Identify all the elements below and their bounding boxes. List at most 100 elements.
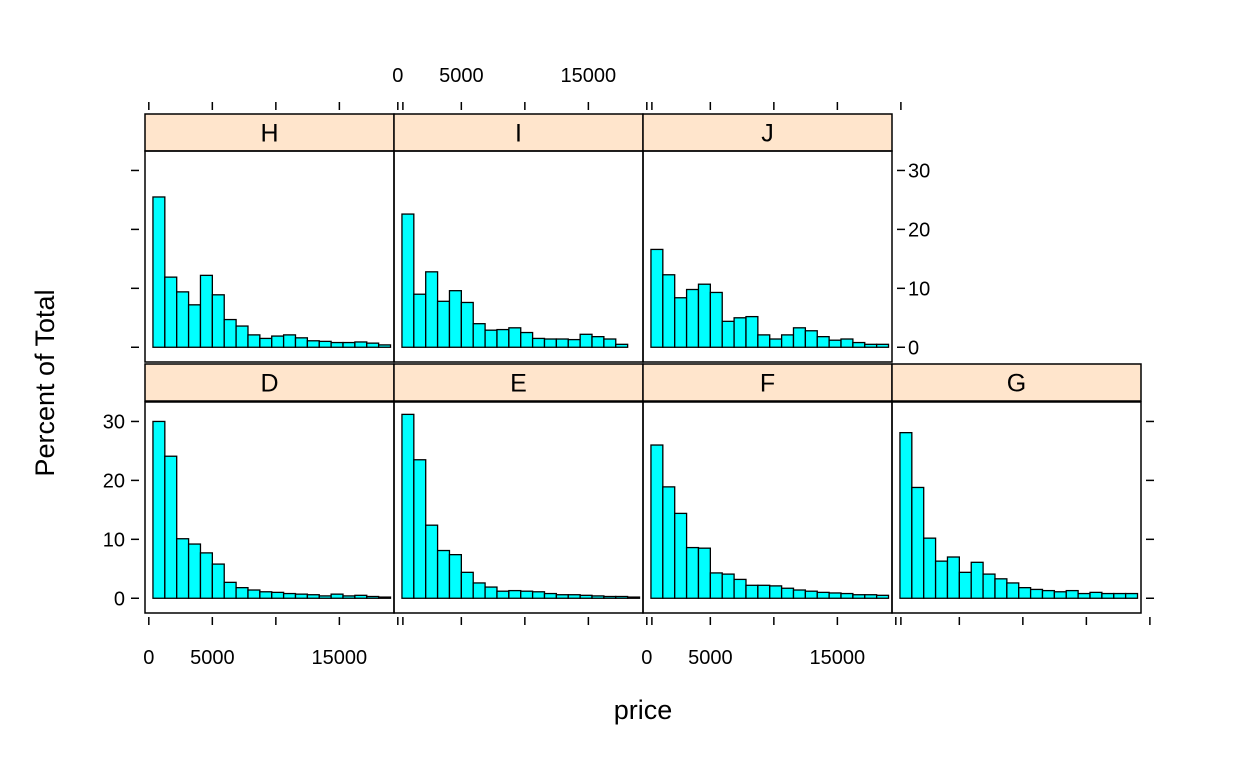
bar [816, 336, 830, 348]
bar [780, 334, 795, 348]
bar [994, 578, 1008, 599]
bar [401, 413, 415, 599]
bar [697, 283, 711, 348]
bar [271, 335, 285, 348]
bar [377, 344, 392, 348]
bar [318, 340, 332, 348]
bar [330, 593, 344, 599]
bar [496, 590, 510, 599]
x-tick-label: 15000 [561, 65, 617, 87]
panel-h: H [144, 113, 395, 363]
bar [472, 323, 486, 348]
bar [603, 595, 617, 599]
bar [662, 486, 676, 599]
bar [650, 444, 664, 599]
bar [864, 594, 878, 599]
bar [745, 315, 759, 348]
panel-e: E [393, 363, 644, 614]
bar [591, 595, 605, 599]
strip-label-g: G [1007, 370, 1026, 398]
bar [484, 329, 498, 348]
bar [306, 594, 320, 599]
bar [958, 571, 972, 599]
bar [555, 594, 569, 599]
bar [852, 594, 866, 599]
bar [342, 341, 356, 348]
bar [709, 291, 723, 348]
bar [211, 294, 225, 348]
bar [259, 591, 273, 599]
bar [259, 337, 273, 348]
strip-label-i: I [515, 120, 522, 148]
x-axis-title: price [614, 695, 673, 725]
bar [508, 327, 522, 348]
strip-g [891, 363, 1142, 402]
bar [448, 554, 462, 599]
bar [1006, 582, 1020, 599]
y-tick-label: 0 [908, 337, 919, 359]
bar [164, 276, 178, 348]
y-axis-title: Percent of Total [30, 289, 60, 476]
bar [425, 524, 439, 599]
bar [1041, 589, 1056, 599]
bar [366, 342, 380, 348]
strip-j [642, 113, 893, 152]
bar [520, 331, 534, 348]
bar [306, 340, 320, 348]
x-tick-label: 5000 [190, 647, 235, 669]
bar [780, 587, 795, 599]
bar [923, 537, 937, 599]
bar [555, 338, 569, 348]
bar [662, 274, 676, 348]
bar [934, 560, 949, 599]
bar [330, 341, 344, 348]
bar [852, 341, 866, 348]
bar [508, 589, 522, 599]
bar [1101, 592, 1115, 599]
bar [816, 591, 830, 599]
bar [377, 596, 392, 599]
bar [354, 341, 368, 348]
bar [413, 459, 427, 599]
bar [721, 320, 735, 348]
bar [223, 318, 237, 348]
bar [531, 337, 546, 348]
y-tick-label: 10 [103, 529, 125, 551]
panel-frame-j [642, 150, 893, 363]
bar [615, 595, 629, 599]
panel-i: I [393, 113, 644, 363]
bar [199, 552, 213, 599]
bar [520, 590, 534, 599]
bar [318, 595, 332, 599]
bar [1065, 589, 1079, 599]
bar [733, 317, 747, 348]
bar [187, 543, 202, 599]
bar [496, 328, 510, 348]
bar [626, 596, 641, 599]
x-tick-label: 15000 [810, 647, 866, 669]
bar [911, 486, 925, 599]
strip-label-e: E [510, 370, 527, 398]
bar [436, 549, 451, 599]
bar [1053, 591, 1067, 599]
bar [235, 325, 249, 348]
strip-label-d: D [260, 370, 278, 398]
bar [187, 304, 202, 348]
bar [401, 213, 415, 348]
x-tick-label: 0 [641, 647, 652, 669]
bar [152, 196, 166, 348]
y-tick-label: 20 [908, 219, 930, 241]
bar [769, 338, 783, 348]
bar [946, 556, 960, 599]
bar [650, 248, 664, 348]
bar [460, 571, 474, 599]
panel-f: F [642, 363, 893, 614]
bar [685, 546, 700, 599]
bar [1018, 587, 1032, 599]
bar [875, 594, 890, 599]
strip-f [642, 363, 893, 402]
bar [603, 338, 617, 348]
bar [282, 334, 297, 348]
y-tick-label: 30 [103, 411, 125, 433]
